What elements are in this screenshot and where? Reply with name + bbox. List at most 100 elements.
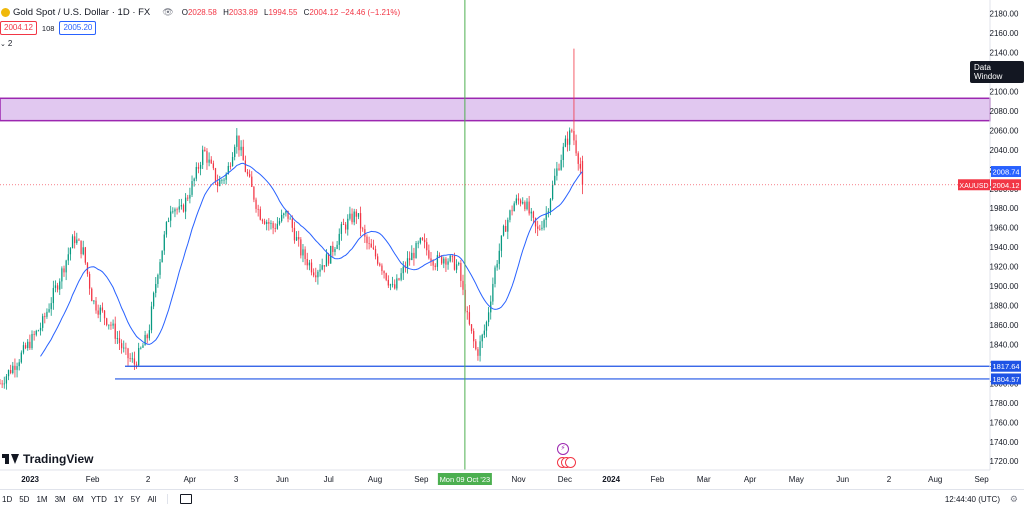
candle-body [29, 341, 31, 349]
candle-body [379, 263, 381, 266]
candle-body [24, 345, 27, 349]
range-1d[interactable]: 1D [2, 494, 13, 504]
candle-body [443, 258, 445, 264]
time-tick-label: Jun [836, 475, 849, 484]
candle-body [554, 175, 556, 185]
candle-body [417, 242, 419, 244]
candle-body [434, 265, 436, 267]
price-chart[interactable]: 2180.002160.002140.002120.002100.002080.… [0, 0, 1024, 490]
candle-body [197, 166, 200, 169]
data-window-tooltip: Data Window [970, 61, 1024, 83]
candle-body [532, 211, 535, 218]
candle-body [351, 213, 353, 223]
candle-body [206, 151, 208, 163]
candle-body [428, 250, 430, 259]
time-tick-label: Apr [184, 475, 197, 484]
candle-body [430, 258, 432, 261]
candle-body [238, 135, 240, 151]
candle-body [270, 223, 272, 224]
range-all[interactable]: All [147, 494, 157, 504]
candle-body [468, 312, 471, 325]
candle-body [74, 236, 76, 244]
candle-body [302, 249, 304, 256]
candle-body [502, 225, 505, 236]
range-1y[interactable]: 1Y [113, 494, 124, 504]
candle-body [377, 256, 379, 264]
gear-icon[interactable]: ⚙ [1009, 493, 1018, 504]
candle-body [494, 267, 496, 284]
candle-body [202, 149, 204, 165]
time-tick-label: Aug [368, 475, 382, 484]
tradingview-logo[interactable]: TradingView [2, 452, 93, 466]
range-5y[interactable]: 5Y [130, 494, 141, 504]
range-1m[interactable]: 1M [36, 494, 48, 504]
range-ytd[interactable]: YTD [90, 494, 107, 504]
candle-body [116, 338, 118, 339]
candle-body [385, 273, 387, 280]
lightning-event-icon[interactable]: ⚡ [557, 443, 569, 455]
candle-body [577, 153, 579, 164]
candle-body [67, 254, 69, 261]
candle-body [123, 347, 125, 349]
candle-body [110, 324, 112, 326]
candle-body [157, 274, 159, 284]
time-tick-label: 2 [887, 475, 892, 484]
price-tick-label: 1720.00 [990, 457, 1019, 466]
symbol-badge-bg [958, 179, 990, 191]
candle-body [93, 300, 95, 302]
candle-body [406, 258, 409, 269]
candle-body [340, 224, 343, 234]
price-tick-label: 2040.00 [990, 146, 1019, 155]
range-5d[interactable]: 5D [19, 494, 30, 504]
indicators-toggle[interactable]: ⌄ 2 [0, 39, 13, 48]
candle-body [120, 343, 123, 349]
candle-body [7, 370, 10, 377]
time-axis[interactable]: 2023 Feb 2 Apr 3 Jun Jul Aug Sep Nov Dec 2024 Feb Mar… [0, 469, 990, 485]
utc-clock[interactable]: 12:44:40 (UTC) [944, 494, 1000, 504]
calendar-icon[interactable] [180, 494, 193, 504]
candle-body [71, 236, 74, 249]
candle-body [438, 255, 441, 256]
candle-body [295, 237, 298, 241]
candle-body [138, 347, 140, 366]
sell-button[interactable]: 2004.12 [0, 21, 37, 35]
buy-button[interactable]: 2005.20 [59, 21, 97, 35]
candle-body [285, 210, 287, 214]
support-label-upper: 1817.64 [992, 362, 1019, 371]
range-6m[interactable]: 6M [72, 494, 84, 504]
candle-body [46, 311, 48, 317]
candle-body [146, 334, 148, 339]
candle-body [449, 255, 451, 262]
candle-body [551, 184, 554, 200]
candles-layer [0, 48, 584, 390]
candle-body [281, 214, 283, 222]
range-3m[interactable]: 3M [54, 494, 66, 504]
candle-body [221, 179, 223, 181]
candle-body [519, 200, 522, 204]
us-flag-events-icon[interactable] [557, 457, 577, 468]
support-label-upper-bg [991, 360, 1021, 372]
candle-body [562, 146, 564, 160]
candle-body [458, 262, 460, 265]
candle-body [20, 352, 22, 363]
tradingview-watermark: TradingView [23, 452, 94, 466]
candle-body [372, 247, 375, 250]
candle-body [368, 243, 370, 244]
candle-body [432, 260, 434, 266]
last-price-label-bg [991, 179, 1021, 191]
candle-body [498, 250, 500, 264]
symbol-title[interactable]: Gold Spot / U.S. Dollar · 1D · FX [13, 6, 151, 18]
candle-body [10, 370, 12, 373]
candle-body [155, 283, 157, 293]
time-tick-label: Apr [744, 475, 757, 484]
candle-body [374, 249, 377, 257]
candle-body [191, 181, 193, 195]
candle-body [505, 225, 507, 232]
eye-icon[interactable]: 👁 [162, 6, 174, 17]
price-tick-label: 2080.00 [990, 107, 1019, 116]
candle-body [421, 237, 424, 240]
candle-body [402, 266, 404, 274]
candle-body [323, 265, 325, 267]
time-tick-label: Aug [928, 475, 942, 484]
candle-body [556, 168, 558, 176]
